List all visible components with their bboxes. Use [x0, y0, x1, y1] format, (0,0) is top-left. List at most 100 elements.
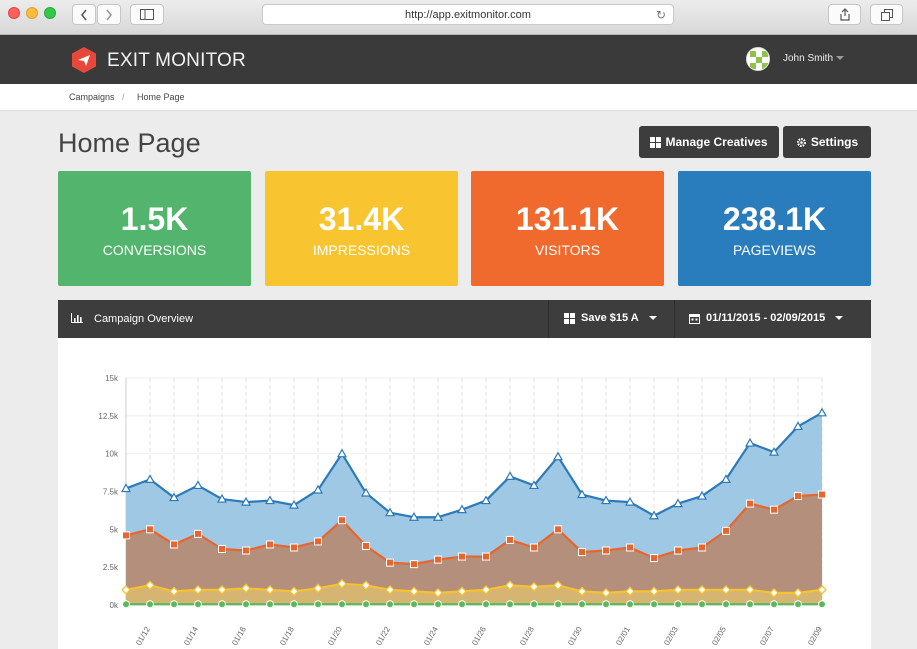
- data-point-3: [674, 600, 682, 609]
- avatar[interactable]: [746, 47, 770, 71]
- data-point-1: [386, 558, 394, 567]
- x-tick-label: 01/20: [326, 625, 344, 647]
- data-point-2: [121, 584, 131, 595]
- data-point-2: [193, 584, 203, 595]
- manage-creatives-label: Manage Creatives: [665, 135, 768, 149]
- exit-monitor-logo-icon[interactable]: [70, 46, 98, 74]
- campaign-select-dropdown[interactable]: Save $15 A: [564, 312, 657, 324]
- sidebar-toggle-button[interactable]: [130, 4, 164, 25]
- brand-name[interactable]: EXIT MONITOR: [107, 50, 246, 71]
- data-point-3: [386, 600, 394, 609]
- data-point-2: [721, 584, 731, 595]
- date-range-dropdown[interactable]: 01/11/2015 - 02/09/2015: [689, 312, 844, 324]
- data-point-1: [746, 499, 754, 508]
- data-point-3: [794, 600, 802, 609]
- data-point-1: [410, 560, 418, 569]
- y-tick-label: 2.5k: [103, 563, 119, 572]
- stat-card-impressions: 31.4K IMPRESSIONS: [265, 171, 458, 286]
- data-point-0: [600, 495, 612, 505]
- chevron-right-icon: [106, 9, 112, 20]
- data-point-1: [338, 516, 346, 525]
- data-point-2: [673, 584, 683, 595]
- data-point-0: [216, 493, 228, 503]
- data-point-2: [361, 580, 371, 591]
- y-tick-label: 12.5k: [98, 412, 119, 421]
- y-tick-label: 7.5k: [103, 488, 119, 497]
- x-tick-label: 01/30: [566, 625, 584, 647]
- data-point-0: [312, 484, 324, 494]
- data-point-2: [289, 586, 299, 597]
- data-point-1: [482, 552, 490, 561]
- data-point-0: [240, 496, 252, 506]
- data-point-3: [602, 600, 610, 609]
- x-tick-label: 02/07: [758, 625, 776, 647]
- data-point-2: [169, 586, 179, 597]
- stat-card-visitors: 131.1K VISITORS: [471, 171, 664, 286]
- tabs-button[interactable]: [870, 4, 903, 25]
- data-point-1: [458, 552, 466, 561]
- user-name[interactable]: John Smith: [783, 53, 834, 64]
- series-area-2: [126, 583, 822, 605]
- data-point-2: [769, 587, 779, 598]
- stat-label: IMPRESSIONS: [312, 242, 411, 258]
- app-header: EXIT MONITOR John Smith: [0, 35, 917, 84]
- breadcrumb-campaigns-link[interactable]: Campaigns: [69, 92, 115, 102]
- data-point-1: [266, 540, 274, 549]
- series-line-0: [125, 411, 823, 519]
- data-point-1: [170, 540, 178, 549]
- data-point-0: [504, 471, 516, 480]
- zoom-window-button[interactable]: [44, 7, 56, 19]
- forward-button[interactable]: [97, 4, 121, 25]
- grid-icon: [650, 136, 662, 148]
- stat-value: 131.1K: [515, 201, 620, 237]
- data-point-3: [170, 600, 178, 609]
- data-point-3: [650, 600, 658, 609]
- x-tick-label: 01/18: [278, 625, 296, 647]
- data-point-0: [744, 437, 756, 447]
- data-point-1: [242, 546, 250, 555]
- data-point-0: [576, 489, 588, 499]
- manage-creatives-button[interactable]: Manage Creatives: [639, 126, 779, 158]
- user-menu-caret-icon[interactable]: [836, 56, 844, 60]
- close-window-button[interactable]: [8, 7, 20, 19]
- x-tick-label: 02/09: [806, 625, 824, 647]
- share-icon: [839, 8, 850, 21]
- data-point-3: [122, 600, 130, 609]
- calendar-icon: [689, 313, 700, 324]
- settings-button[interactable]: Settings: [783, 126, 871, 158]
- data-point-1: [218, 545, 226, 554]
- data-point-1: [506, 535, 514, 544]
- data-point-3: [770, 600, 778, 609]
- data-point-1: [554, 525, 562, 534]
- x-tick-label: 02/01: [614, 625, 632, 647]
- data-point-3: [578, 600, 586, 609]
- data-point-3: [626, 600, 634, 609]
- minimize-window-button[interactable]: [26, 7, 38, 19]
- data-point-0: [336, 448, 348, 458]
- chevron-left-icon: [81, 9, 87, 20]
- data-point-1: [650, 554, 658, 563]
- reload-icon[interactable]: ↻: [655, 8, 666, 22]
- gear-icon: [796, 137, 806, 147]
- data-point-2: [793, 587, 803, 598]
- divider: [674, 300, 675, 338]
- data-point-0: [792, 421, 804, 431]
- back-button[interactable]: [72, 4, 96, 25]
- data-point-0: [456, 504, 468, 514]
- data-point-0: [120, 483, 132, 493]
- date-range-value: 01/11/2015 - 02/09/2015: [706, 312, 826, 324]
- url-text: http://app.exitmonitor.com: [405, 8, 531, 21]
- data-point-3: [194, 600, 202, 609]
- data-point-0: [192, 480, 204, 490]
- data-point-3: [266, 600, 274, 609]
- stat-label: CONVERSIONS: [102, 242, 207, 258]
- data-point-1: [146, 525, 154, 534]
- data-point-3: [746, 600, 754, 609]
- stat-value: 31.4K: [318, 201, 405, 237]
- data-point-0: [768, 446, 780, 456]
- data-point-2: [697, 584, 707, 595]
- address-bar[interactable]: http://app.exitmonitor.com ↻: [262, 4, 674, 25]
- series-area-1: [126, 494, 822, 605]
- data-point-2: [529, 581, 539, 592]
- share-button[interactable]: [828, 4, 861, 25]
